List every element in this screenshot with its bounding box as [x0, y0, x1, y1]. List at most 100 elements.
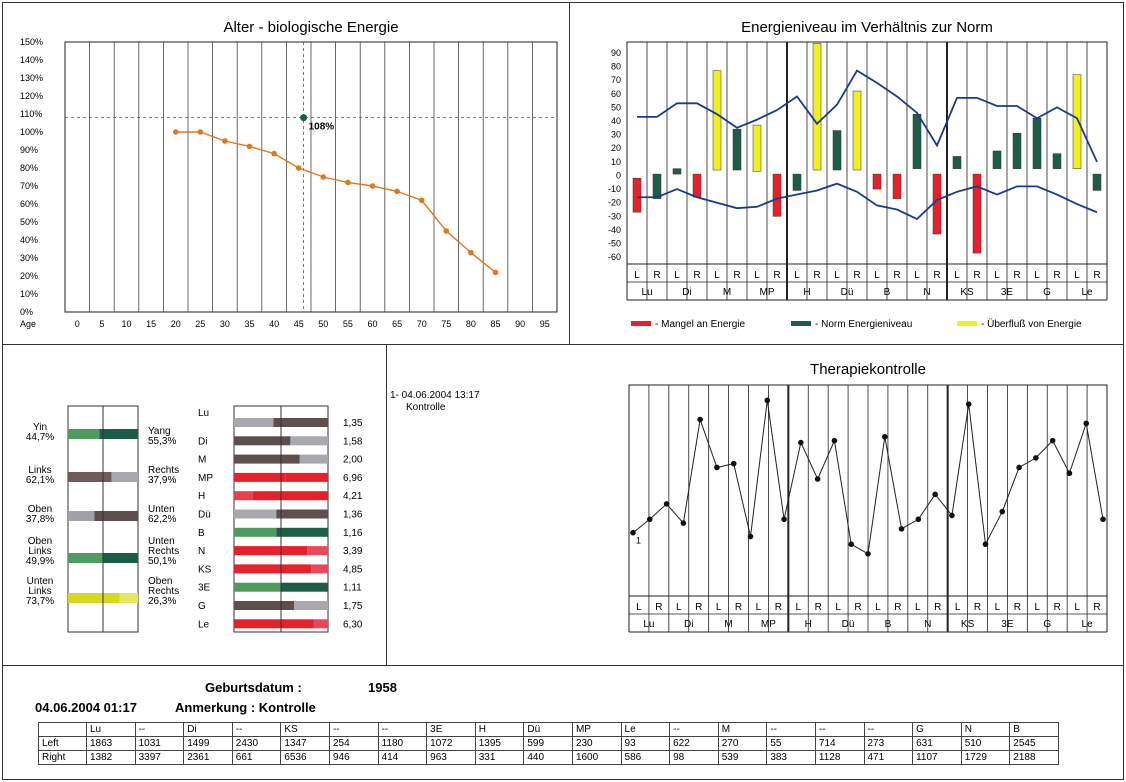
point-label: 1 — [636, 536, 641, 546]
y-tick-label: 40 — [611, 116, 621, 126]
table-cell: 1863 — [86, 736, 136, 751]
y-tick-label: 0% — [20, 307, 33, 317]
y-tick-label: 20 — [611, 143, 621, 153]
group-label: N — [923, 287, 930, 298]
meridian-bar-left — [234, 436, 291, 446]
x-tick-label: 55 — [343, 319, 353, 329]
table-cell: -- — [231, 722, 282, 737]
row-label: Left — [38, 736, 87, 751]
table-cell: 55 — [766, 736, 816, 751]
table-cell: 471 — [863, 750, 914, 765]
y-tick-label: 150% — [20, 37, 43, 47]
side-label: R — [693, 270, 700, 281]
x-tick-label: 0 — [75, 319, 80, 329]
meridian-label: MP — [198, 473, 213, 484]
energy-level-chart: Energieniveau im Verhältnis zur Norm -60 -… — [608, 19, 1108, 330]
meridian-bar-left — [234, 601, 295, 610]
side-label: R — [815, 602, 822, 613]
legend-swatch — [631, 321, 651, 326]
legend-label: - Überfluß von Energie — [981, 318, 1082, 330]
balance-left-label: Yin — [33, 422, 47, 433]
table-cell: 946 — [328, 750, 379, 765]
session-note: Kontrolle — [406, 402, 446, 413]
table-cell: 270 — [717, 736, 768, 751]
table-cell: B — [1009, 722, 1059, 737]
table-cell: 1729 — [960, 750, 1011, 765]
balance-left-label: Links — [28, 546, 51, 557]
x-tick-label: 10 — [121, 319, 131, 329]
therapy-point — [697, 416, 703, 423]
table-cell: 6536 — [280, 750, 330, 765]
side-label: R — [934, 602, 941, 613]
table-cell: 1382 — [86, 750, 136, 765]
y-tick-label: 100% — [20, 127, 43, 137]
group-label: Di — [684, 619, 693, 630]
energy-bar — [952, 156, 962, 169]
table-cell: 622 — [669, 736, 719, 751]
group-label: Di — [682, 287, 691, 298]
meridian-bar-left — [234, 472, 286, 482]
energy-bar — [812, 43, 822, 171]
group-label: 3E — [1001, 619, 1014, 630]
therapy-point — [663, 501, 670, 507]
meridian-label: M — [198, 455, 206, 466]
data-point — [320, 174, 327, 180]
legend-label: - Mangel an Energie — [655, 319, 745, 330]
table-cell: 2188 — [1009, 750, 1059, 765]
energy-bar — [712, 70, 722, 171]
side-label: L — [1035, 602, 1041, 613]
y-tick-label: 10 — [611, 157, 621, 167]
therapy-point — [1016, 464, 1022, 471]
balance-left-label: Oben — [28, 504, 52, 515]
y-tick-label: 120% — [20, 91, 43, 101]
meridian-bar-right — [276, 527, 328, 537]
x-tick-label: 45 — [294, 319, 304, 329]
y-tick-label: -50 — [608, 239, 621, 249]
side-label: L — [834, 270, 840, 281]
balance-left-label: Links — [28, 586, 51, 597]
balance-bars: Yin44,7%Yang55,3%Links62,1%Rechts37,9%Ob… — [26, 405, 363, 633]
balance-bar-right — [99, 429, 138, 439]
therapy-point — [1049, 437, 1056, 444]
group-label: G — [1043, 287, 1051, 298]
therapy-point — [714, 464, 720, 471]
side-label: R — [973, 270, 980, 281]
meridian-bar-right — [311, 564, 328, 574]
energy-bar — [792, 173, 802, 191]
group-label: KS — [960, 287, 974, 298]
energy-bar — [852, 90, 862, 171]
table-cell: Lu — [86, 722, 136, 737]
meridian-label: Le — [198, 619, 210, 630]
meridian-bar-right — [276, 509, 328, 519]
side-label: R — [653, 270, 660, 281]
meridian-bar-left — [234, 546, 308, 556]
y-tick-label: 60% — [20, 199, 38, 209]
group-label: B — [884, 287, 891, 298]
balance-left-label: Oben — [28, 536, 52, 547]
group-label: B — [885, 619, 892, 630]
side-label: L — [716, 602, 722, 613]
therapy-point — [982, 541, 989, 548]
group-label: 3E — [1001, 287, 1014, 298]
balance-right-label: Unten — [148, 536, 175, 547]
y-tick-label: 70% — [20, 181, 38, 191]
meridian-value: 3,39 — [343, 546, 363, 557]
meridian-value: 4,85 — [343, 564, 363, 575]
x-tick-label: 75 — [441, 319, 451, 329]
table-cell: 661 — [231, 750, 282, 765]
data-point — [369, 183, 376, 189]
y-tick-label: 110% — [20, 109, 42, 119]
y-tick-label: 70 — [611, 75, 621, 85]
table-cell: 383 — [766, 750, 816, 765]
therapy-point — [848, 541, 855, 548]
therapy-point — [630, 529, 636, 536]
y-tick-label: 90% — [20, 145, 38, 155]
balance-left-value: 73,7% — [26, 596, 54, 607]
energy-bar — [972, 173, 982, 254]
energy-bar — [892, 173, 902, 199]
group-label: Lu — [641, 287, 652, 298]
energy-bar — [1032, 118, 1042, 169]
meridian-value: 4,21 — [343, 491, 363, 502]
y-tick-label: 30 — [611, 130, 621, 140]
x-tick-label: 15 — [146, 319, 156, 329]
